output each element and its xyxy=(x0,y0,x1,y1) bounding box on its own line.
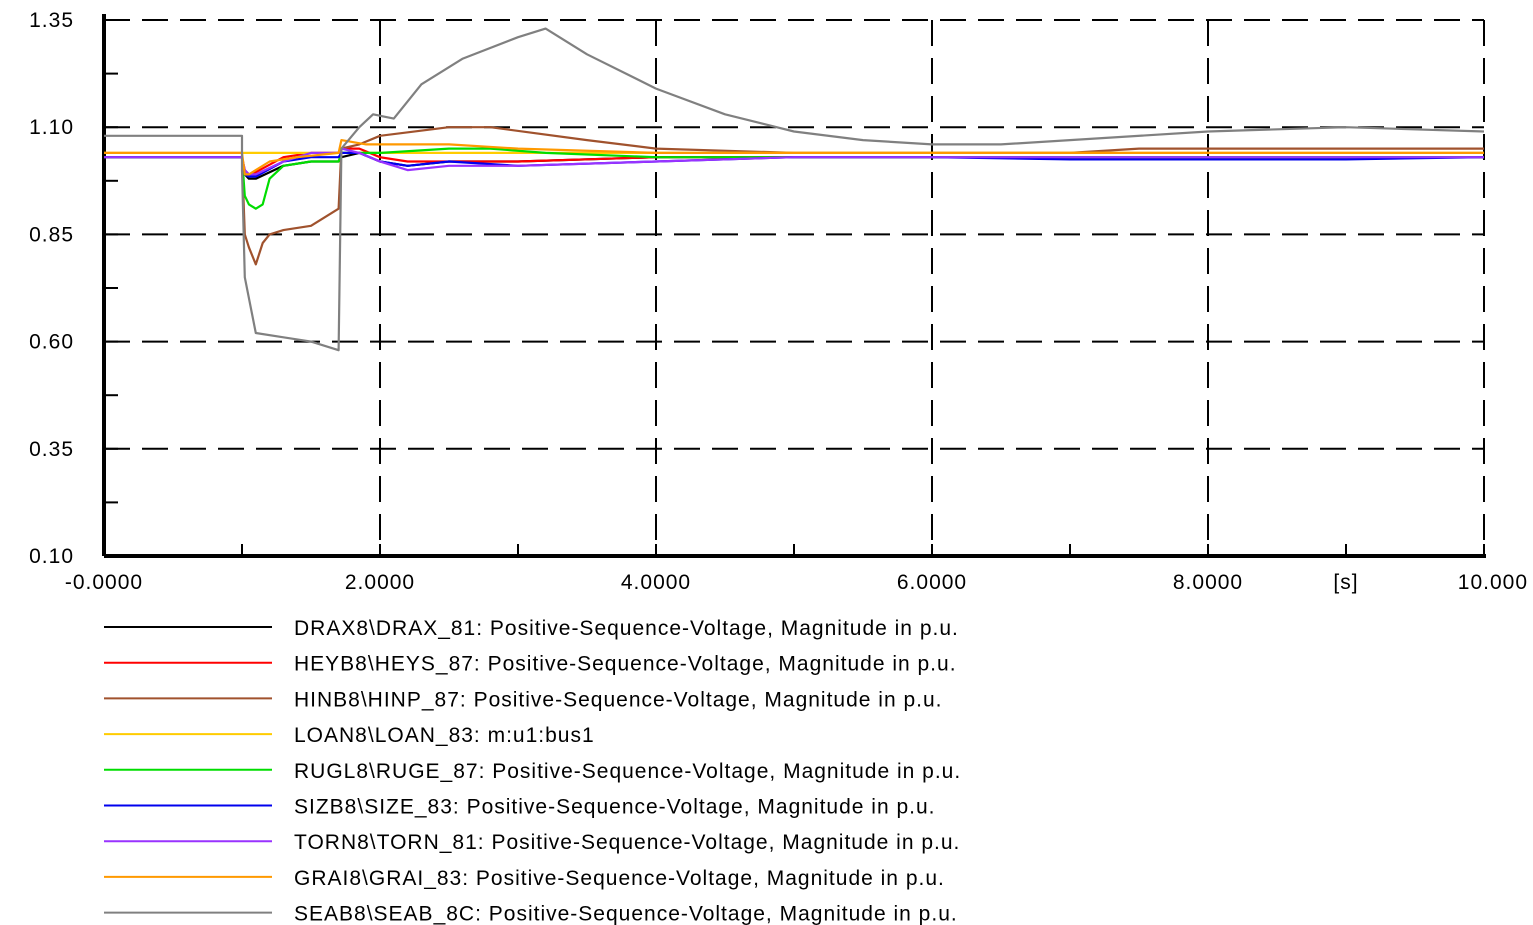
legend-label-7: GRAI8\GRAI_83: Positive-Sequence-Voltage… xyxy=(294,867,945,890)
series-line-2 xyxy=(104,126,1484,266)
legend: DRAX8\DRAX_81: Positive-Sequence-Voltage… xyxy=(104,617,961,925)
x-tick-label: 8.0000 xyxy=(1173,571,1243,594)
legend-label-6: TORN8\TORN_81: Positive-Sequence-Voltage… xyxy=(294,831,960,854)
y-tick-label: 1.10 xyxy=(29,116,74,139)
legend-label-5: SIZB8\SIZE_83: Positive-Sequence-Voltage… xyxy=(294,796,936,819)
legend-label-8: SEAB8\SEAB_8C: Positive-Sequence-Voltage… xyxy=(294,903,958,925)
series-lines xyxy=(104,27,1485,352)
legend-label-0: DRAX8\DRAX_81: Positive-Sequence-Voltage… xyxy=(294,617,959,640)
x-tick-label: 6.0000 xyxy=(897,571,967,594)
y-tick-label: 1.35 xyxy=(29,9,74,32)
series-line-8 xyxy=(104,27,1485,352)
x-axis-unit: [s] xyxy=(1333,571,1358,594)
legend-label-3: LOAN8\LOAN_83: m:u1:bus1 xyxy=(294,724,595,747)
legend-label-1: HEYB8\HEYS_87: Positive-Sequence-Voltage… xyxy=(294,653,957,676)
y-tick-label: 0.85 xyxy=(29,223,74,246)
y-tick-label: 0.60 xyxy=(29,331,74,354)
x-tick-label: 2.0000 xyxy=(345,571,415,594)
series-line-7 xyxy=(104,139,1484,176)
legend-label-2: HINB8\HINP_87: Positive-Sequence-Voltage… xyxy=(294,688,943,711)
series-line-6 xyxy=(104,147,1484,176)
x-tick-label: -0.0000 xyxy=(65,571,143,594)
legend-label-4: RUGL8\RUGE_87: Positive-Sequence-Voltage… xyxy=(294,760,961,783)
y-tick-label: 0.35 xyxy=(29,438,74,461)
x-tick-label: 4.0000 xyxy=(621,571,691,594)
axes: 0.10 0.35 0.60 0.85 1.10 1.35 -0.0000 2.0000 4.0… xyxy=(29,9,1528,594)
y-tick-label: 0.10 xyxy=(29,545,74,568)
x-tick-label: 10.000 xyxy=(1458,571,1528,594)
grid-lines xyxy=(104,19,1485,556)
